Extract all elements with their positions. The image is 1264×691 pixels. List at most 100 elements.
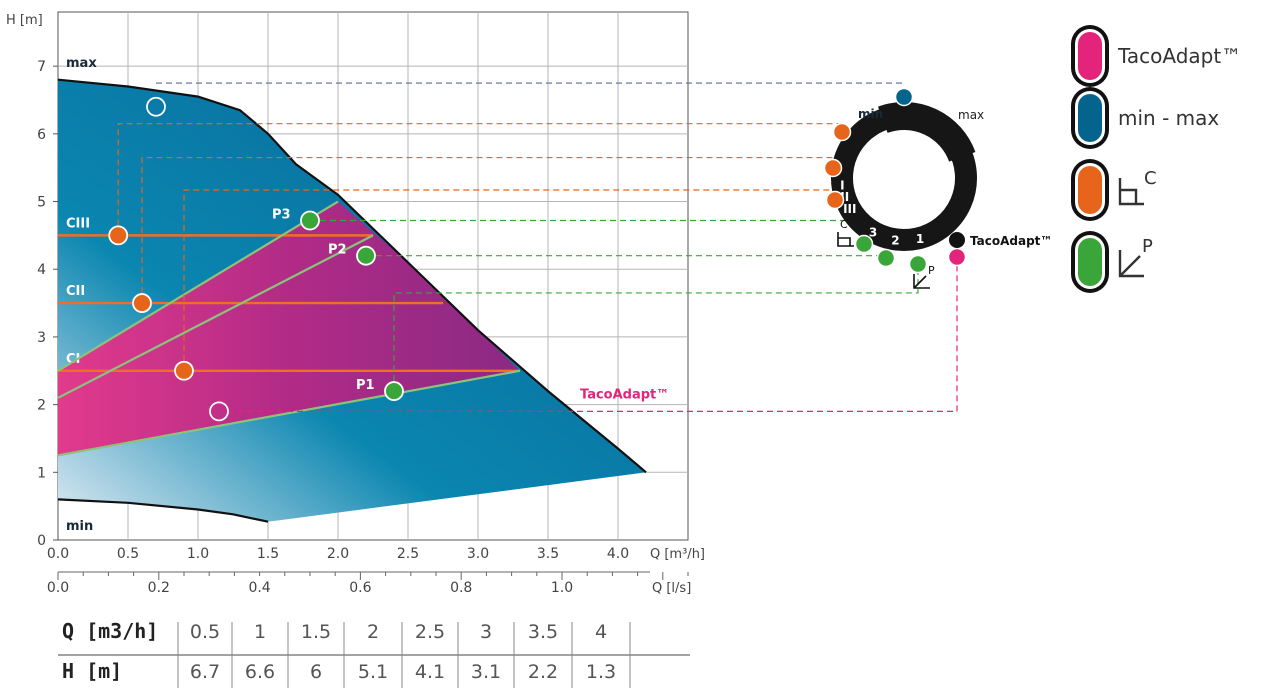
dial-tacoadapt-knob[interactable]: [949, 232, 965, 248]
guide-CIII: [117, 123, 842, 236]
curve-label-P1: P1: [356, 378, 375, 393]
legend-label: TacoAdapt™: [1117, 44, 1241, 68]
dial-marker-P2[interactable]: [876, 248, 896, 268]
curve-label-P2: P2: [328, 243, 347, 258]
y-tick-label: 0: [37, 533, 46, 549]
legend-item-min-max-icon: min - max: [1071, 87, 1219, 149]
y-tick-label: 7: [37, 59, 46, 75]
dial-marker-P1[interactable]: [908, 254, 928, 274]
dial-max-label: max: [958, 108, 984, 122]
table-cell-h: 1.3: [586, 661, 616, 683]
dial-level-CI[interactable]: I: [840, 178, 844, 192]
min-curve: [57, 498, 269, 523]
max-point-marker: [146, 96, 166, 117]
dial-ring[interactable]: [831, 105, 977, 251]
y-tick-label: 4: [37, 262, 46, 278]
y-tick-label: 5: [37, 195, 46, 211]
dial-marker-CII[interactable]: [823, 158, 843, 178]
guide-CII: [141, 156, 833, 304]
dial-level-P1[interactable]: 1: [916, 232, 924, 246]
marker-CI: [174, 360, 194, 381]
x-tick-label: 0.0: [47, 546, 69, 562]
legend-item-tacoadapt-icon: TacoAdapt™: [1071, 25, 1241, 87]
x-tick-label: 2.5: [397, 546, 419, 562]
max-curve: [57, 78, 647, 474]
x-tick-label: 3.5: [537, 546, 559, 562]
dial-tacoadapt-label: TacoAdapt™: [970, 234, 1052, 248]
x-tick-label: 1.5: [257, 546, 279, 562]
guide-CI: [183, 189, 835, 371]
table-cell-q: 1: [254, 621, 266, 643]
proportional-pressure-line-P2: [57, 234, 374, 399]
marker-CIII: [108, 225, 129, 246]
legend-label: P: [1142, 236, 1153, 257]
guide-P1: [393, 268, 919, 392]
dial-marker-max[interactable]: [894, 87, 914, 107]
legend-label: C: [1144, 168, 1157, 189]
table-cell-h: 5.1: [358, 661, 388, 683]
legend: TacoAdapt™ min - max C P: [1071, 25, 1241, 293]
tacoadapt-point-marker: [209, 401, 229, 422]
table-cell-h: 6.6: [245, 661, 275, 683]
data-table: Q [m3/h] H [m] 0.5 6.7 1 6.6 1.5 6 2 5.1 2.5 4.1 3 3.…: [58, 619, 690, 688]
max-label: max: [66, 56, 97, 71]
table-cell-q: 1.5: [301, 621, 331, 643]
curve-label-CII: CII: [66, 284, 85, 299]
marker-P3: [300, 210, 320, 231]
dial-level-CIII[interactable]: III: [843, 202, 856, 216]
legend-item-constant-pressure-icon: C: [1071, 159, 1157, 221]
x-tick-label: 1.0: [187, 546, 209, 562]
dial-min-label: min: [858, 107, 883, 121]
table-cell-h: 6.7: [190, 661, 220, 683]
x-tick-label: 0.5: [117, 546, 139, 562]
table-header-q: Q [m3/h]: [62, 619, 158, 643]
curve-label-CIII: CIII: [66, 216, 90, 231]
table-cell-h: 4.1: [415, 661, 445, 683]
marker-CII: [132, 293, 152, 313]
dial-marker-CIII[interactable]: [832, 122, 852, 142]
table-header-h: H [m]: [62, 659, 122, 683]
table-cell-q: 3: [480, 621, 492, 643]
y-axis-label: H [m]: [6, 13, 43, 28]
x-tick-label: 3.0: [467, 546, 489, 562]
dial-range-wedge: [878, 102, 976, 163]
table-cell-q: 0.5: [190, 621, 220, 643]
table-cell-q: 2.5: [415, 621, 445, 643]
table-cell-h: 3.1: [471, 661, 501, 683]
table-cell-h: 2.2: [528, 661, 558, 683]
x-axis-label: Q [m³/h]: [650, 547, 705, 562]
dial-marker-tacoadapt[interactable]: [947, 247, 967, 267]
x2-axis-label: Q [l/s]: [652, 581, 691, 596]
x2-tick-label: 0.6: [349, 580, 371, 596]
x2-tick-label: 0.8: [450, 580, 472, 596]
x2-tick-label: 0.0: [47, 580, 69, 596]
legend-item-proportional-pressure-icon: P: [1071, 231, 1153, 293]
dial-p-tag: P: [928, 264, 935, 277]
dial-level-CII[interactable]: II: [840, 190, 849, 204]
x2-tick-label: 1.0: [551, 580, 573, 596]
min-label: min: [66, 519, 93, 534]
legend-swatch: [1078, 94, 1102, 142]
curve-label-P3: P3: [272, 207, 291, 222]
constant-pressure-pictogram: [1118, 178, 1144, 206]
guide-lines: TacoAdapt™: [117, 82, 958, 412]
proportional-pressure-line-P3: [57, 200, 339, 372]
dial-level-P3[interactable]: 3: [869, 226, 877, 240]
table-cell-q: 3.5: [528, 621, 558, 643]
legend-swatch: [1078, 32, 1102, 80]
dial-marker-CI[interactable]: [825, 190, 845, 210]
y-tick-label: 2: [37, 398, 46, 414]
dial-level-P2[interactable]: 2: [891, 233, 899, 247]
axes: 0 1 2 3 4 5 6 7 H [m] 0.0 0.5 1.0 1.5 2.0 2.5 3.0 3.5 4.0…: [6, 13, 705, 596]
table-cell-q: 4: [595, 621, 607, 643]
dial-marker-P3[interactable]: [854, 234, 874, 254]
legend-swatch: [1078, 238, 1102, 286]
x-tick-label: 4.0: [607, 546, 629, 562]
x2-tick-label: 0.2: [148, 580, 170, 596]
proportional-pressure-pictogram: [1118, 250, 1144, 278]
legend-swatch: [1078, 166, 1102, 214]
tacoadapt-curve-label: TacoAdapt™: [580, 388, 669, 403]
